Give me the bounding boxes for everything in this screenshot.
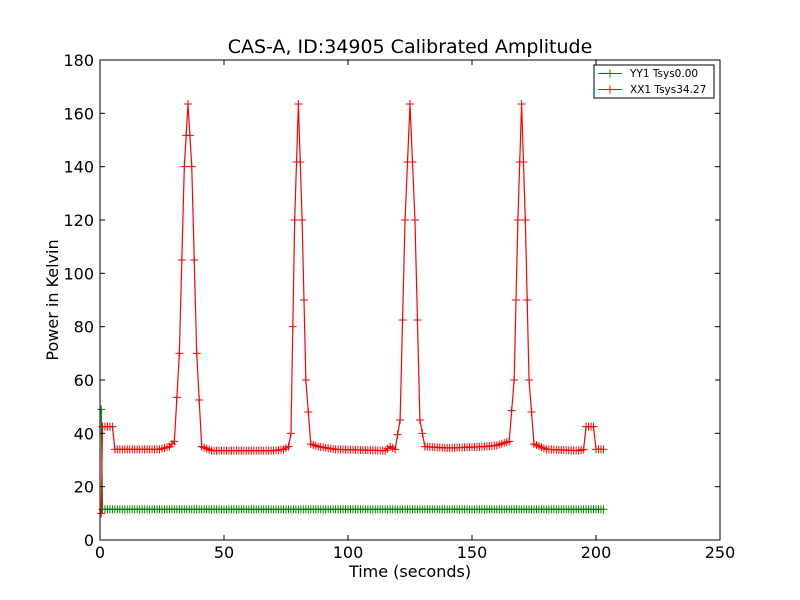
series-1-marker-80 [290, 216, 299, 224]
series-1-marker-122 [391, 445, 400, 454]
legend-frame [593, 64, 715, 99]
y-tick-label-2: 40 [74, 424, 94, 443]
series-1-marker-125 [398, 316, 407, 324]
series-1-marker-38 [187, 162, 196, 171]
series-1-marker-31 [172, 393, 181, 402]
series-1-marker-85 [299, 296, 308, 304]
series-1-marker-5 [108, 422, 117, 431]
x-tick-label-1: 50 [214, 543, 234, 562]
series-1-marker-34 [180, 162, 189, 171]
series-1-marker-169 [507, 406, 516, 415]
series-1-marker-84 [298, 216, 307, 224]
series-0-marker-0 [97, 405, 106, 414]
x-tick-label-2: 100 [333, 543, 364, 562]
series-1-marker-82 [294, 100, 303, 108]
series-1-marker-204 [589, 422, 598, 431]
series-1-marker-41 [195, 396, 204, 404]
series-1-marker-175 [519, 158, 528, 166]
series-1-marker-0 [97, 509, 106, 518]
x-tick-label-3: 150 [457, 543, 488, 562]
series-1-marker-200 [579, 445, 588, 454]
series-1-marker-37 [185, 131, 194, 140]
legend-label-yy1: YY1 Tsys0.00 [629, 68, 698, 80]
y-tick-label-5: 100 [63, 264, 94, 283]
series-1-marker-208 [599, 445, 608, 454]
series-1-marker-174 [517, 100, 526, 108]
y-tick-label-8: 160 [63, 104, 94, 123]
series-1-marker-132 [415, 416, 424, 424]
series-1-marker-130 [410, 216, 419, 224]
series-1-marker-170 [510, 376, 519, 384]
legend: YY1 Tsys0.00 XX1 Tsys34.27 [593, 64, 715, 99]
x-tick-label-5: 250 [705, 543, 736, 562]
y-tick-label-7: 140 [63, 158, 94, 177]
series-1-marker-177 [523, 296, 532, 304]
series-1-marker-83 [296, 158, 305, 166]
series-1-marker-179 [527, 408, 536, 416]
series-1-marker-39 [190, 256, 199, 264]
y-tick-label-9: 180 [63, 51, 94, 70]
series-1-marker-33 [177, 256, 186, 264]
series-1-marker-123 [393, 430, 402, 439]
y-tick-label-3: 60 [74, 371, 94, 390]
series-1-marker-87 [304, 408, 313, 416]
y-tick-label-0: 0 [84, 531, 94, 550]
series-1-marker-172 [513, 216, 522, 224]
series-1-marker-77 [284, 442, 293, 451]
series-1-marker-40 [192, 349, 201, 358]
ticks-layer: 0 50 100 150 200 250 0 20 40 60 80 100 120 140 160 180 [63, 51, 735, 562]
x-tick-label-0: 0 [95, 543, 105, 562]
series-1-marker-171 [512, 296, 521, 304]
series-1-marker-30 [170, 437, 179, 446]
series-1-marker-128 [406, 100, 414, 108]
series-1-marker-36 [184, 100, 193, 108]
series-1-marker-126 [401, 216, 410, 224]
series-1 [97, 100, 608, 518]
series-layer [97, 100, 608, 518]
series-1-marker-124 [396, 416, 405, 424]
y-axis-title: Power in Kelvin [43, 239, 62, 360]
series-1-marker-178 [525, 376, 534, 384]
x-tick-label-4: 200 [581, 543, 612, 562]
series-1-marker-129 [408, 158, 417, 166]
series-0-marker-203 [599, 505, 608, 514]
series-1-marker-79 [288, 322, 297, 331]
y-tick-label-6: 120 [63, 211, 94, 230]
y-tick-label-4: 80 [74, 318, 94, 337]
series-1-marker-168 [505, 437, 514, 446]
series-1-marker-176 [521, 216, 530, 224]
series-1-marker-131 [413, 316, 422, 324]
series-1-marker-32 [175, 349, 184, 358]
series-1-marker-133 [418, 429, 427, 438]
x-axis-title: Time (seconds) [348, 562, 471, 581]
series-1-marker-86 [301, 376, 310, 384]
chart-title: CAS-A, ID:34905 Calibrated Amplitude [228, 36, 593, 58]
legend-label-xx1: XX1 Tsys34.27 [630, 84, 706, 96]
plot-area-frame [99, 59, 721, 541]
y-tick-label-1: 20 [74, 478, 94, 497]
series-1-marker-78 [286, 429, 295, 438]
